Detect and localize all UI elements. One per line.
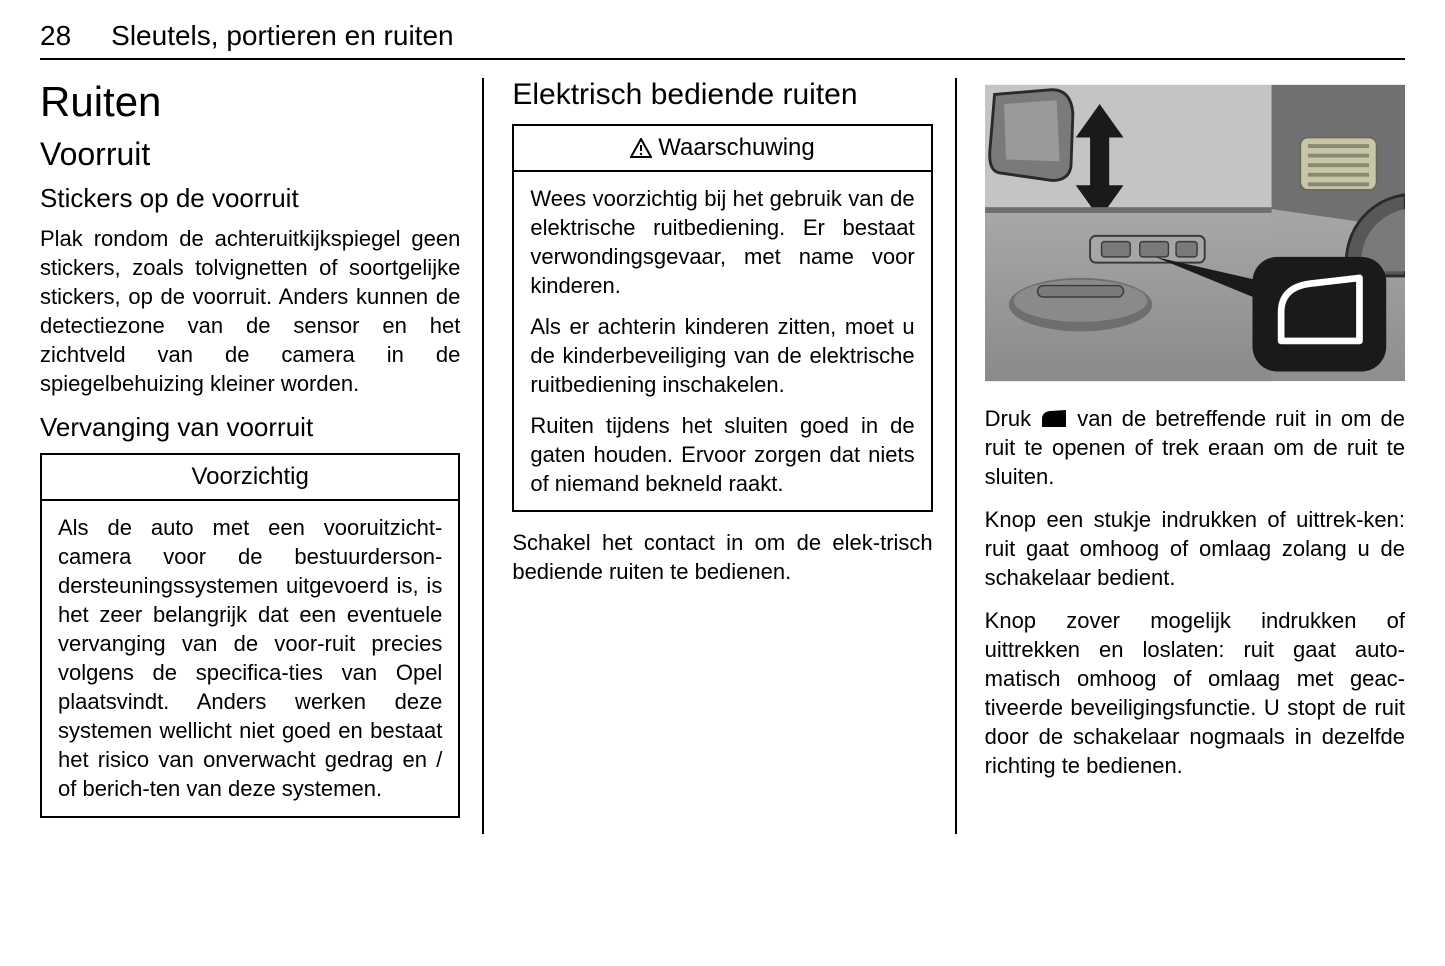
content-columns: Ruiten Voorruit Stickers op de voorruit … bbox=[40, 78, 1405, 834]
heading-voorruit: Voorruit bbox=[40, 136, 460, 173]
door-handle-icon bbox=[1009, 278, 1152, 331]
caution-title-text: Voorzichtig bbox=[191, 463, 308, 491]
heading-stickers: Stickers op de voorruit bbox=[40, 183, 460, 214]
caution-paragraph: Als de auto met een vooruitzicht-camera … bbox=[58, 513, 442, 803]
paragraph-stickers: Plak rondom de achteruitkijkspiegel geen… bbox=[40, 224, 460, 398]
column-1: Ruiten Voorruit Stickers op de voorruit … bbox=[40, 78, 484, 834]
side-mirror-icon bbox=[989, 90, 1072, 181]
caution-box: Voorzichtig Als de auto met een vooruitz… bbox=[40, 453, 460, 817]
heading-ruiten: Ruiten bbox=[40, 78, 460, 126]
warning-triangle-icon bbox=[630, 134, 652, 162]
page-header: 28 Sleutels, portieren en ruiten bbox=[40, 20, 1405, 60]
column-2: Elektrisch bediende ruiten Waarschuwing … bbox=[512, 78, 956, 834]
heading-elektrisch: Elektrisch bediende ruiten bbox=[512, 78, 932, 112]
column-3: Druk van de betreffende ruit in om de ru… bbox=[985, 78, 1405, 834]
warning-p3: Ruiten tijdens het sluiten goed in de ga… bbox=[530, 411, 914, 498]
paragraph-stukje: Knop een stukje indrukken of uittrek-ken… bbox=[985, 505, 1405, 592]
paragraph-zover: Knop zover mogelijk indrukken of uittrek… bbox=[985, 606, 1405, 780]
window-switch-panel bbox=[1090, 236, 1205, 263]
warning-p2: Als er achterin kinderen zitten, moet u … bbox=[530, 312, 914, 399]
window-button-callout-icon bbox=[1252, 257, 1386, 372]
section-title: Sleutels, portieren en ruiten bbox=[111, 20, 453, 52]
p1-prefix: Druk bbox=[985, 406, 1041, 431]
warning-box: Waarschuwing Wees voorzichtig bij het ge… bbox=[512, 124, 932, 512]
paragraph-contact: Schakel het contact in om de elek-trisch… bbox=[512, 528, 932, 586]
caution-body: Als de auto met een vooruitzicht-camera … bbox=[42, 501, 458, 815]
window-button-inline-icon bbox=[1040, 406, 1068, 431]
warning-body: Wees voorzichtig bij het gebruik van de … bbox=[514, 172, 930, 510]
warning-title: Waarschuwing bbox=[514, 126, 930, 172]
door-illustration bbox=[985, 78, 1405, 388]
warning-title-text: Waarschuwing bbox=[658, 134, 815, 162]
heading-vervanging: Vervanging van voorruit bbox=[40, 412, 460, 443]
paragraph-druk: Druk van de betreffende ruit in om de ru… bbox=[985, 404, 1405, 491]
page-number: 28 bbox=[40, 20, 71, 52]
air-vent-icon bbox=[1300, 137, 1376, 190]
caution-title: Voorzichtig bbox=[42, 455, 458, 501]
warning-p1: Wees voorzichtig bij het gebruik van de … bbox=[530, 184, 914, 300]
